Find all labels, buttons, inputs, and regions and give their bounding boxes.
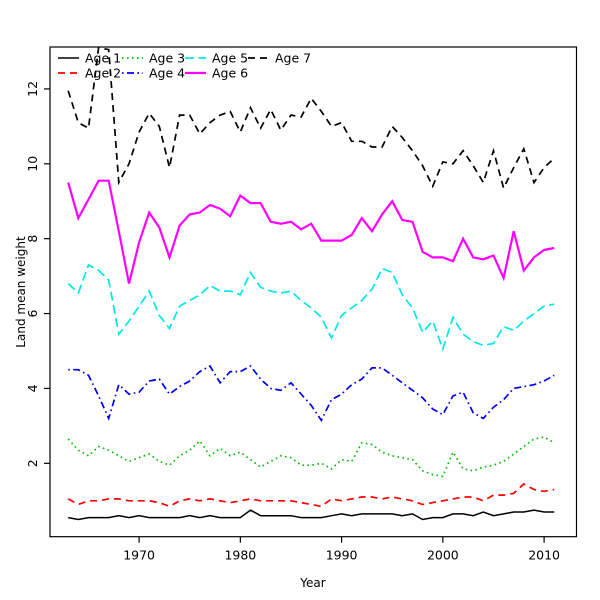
legend-item-age-4: Age 4 — [122, 65, 185, 80]
series-line-age-2 — [67, 482, 555, 508]
series-line-age-1 — [68, 509, 555, 521]
y-axis-title: Land mean weight — [14, 236, 28, 348]
legend-item-age-1: Age 1 — [58, 50, 121, 65]
legend-label: Age 7 — [275, 50, 311, 65]
legend-item-age-2: Age 2 — [58, 65, 121, 80]
series-line-age-6 — [67, 179, 555, 284]
y-tick-label: 12 — [25, 81, 40, 97]
y-tick-label: 4 — [25, 384, 40, 392]
legend-label: Age 1 — [85, 50, 121, 65]
legend-item-age-6: Age 6 — [185, 65, 248, 80]
series-line-age-7 — [67, 47, 555, 191]
y-tick-label: 6 — [25, 310, 40, 318]
plot-box — [49, 46, 578, 538]
legend-item-age-7: Age 7 — [248, 50, 311, 65]
x-axis-title: Year — [300, 576, 326, 590]
legend-label: Age 5 — [212, 50, 248, 65]
legend-item-age-5: Age 5 — [185, 50, 248, 65]
legend-label: Age 4 — [149, 65, 185, 80]
x-tick-label: 1990 — [326, 548, 358, 563]
series-line-age-3 — [67, 436, 555, 478]
x-tick-label: 1970 — [123, 548, 155, 563]
legend-label: Age 2 — [85, 65, 121, 80]
legend-item-age-3: Age 3 — [122, 50, 185, 65]
y-tick-label: 8 — [25, 235, 40, 243]
series-line-age-4 — [68, 364, 555, 422]
y-tick-label: 10 — [25, 156, 40, 172]
x-tick-label: 2000 — [427, 548, 459, 563]
series-group — [67, 47, 555, 521]
series-line-age-5 — [67, 263, 555, 352]
x-tick-label: 1980 — [224, 548, 256, 563]
x-tick-label: 2010 — [528, 548, 560, 563]
legend-label: Age 3 — [149, 50, 185, 65]
y-tick-label: 2 — [25, 459, 40, 467]
legend-label: Age 6 — [212, 65, 248, 80]
